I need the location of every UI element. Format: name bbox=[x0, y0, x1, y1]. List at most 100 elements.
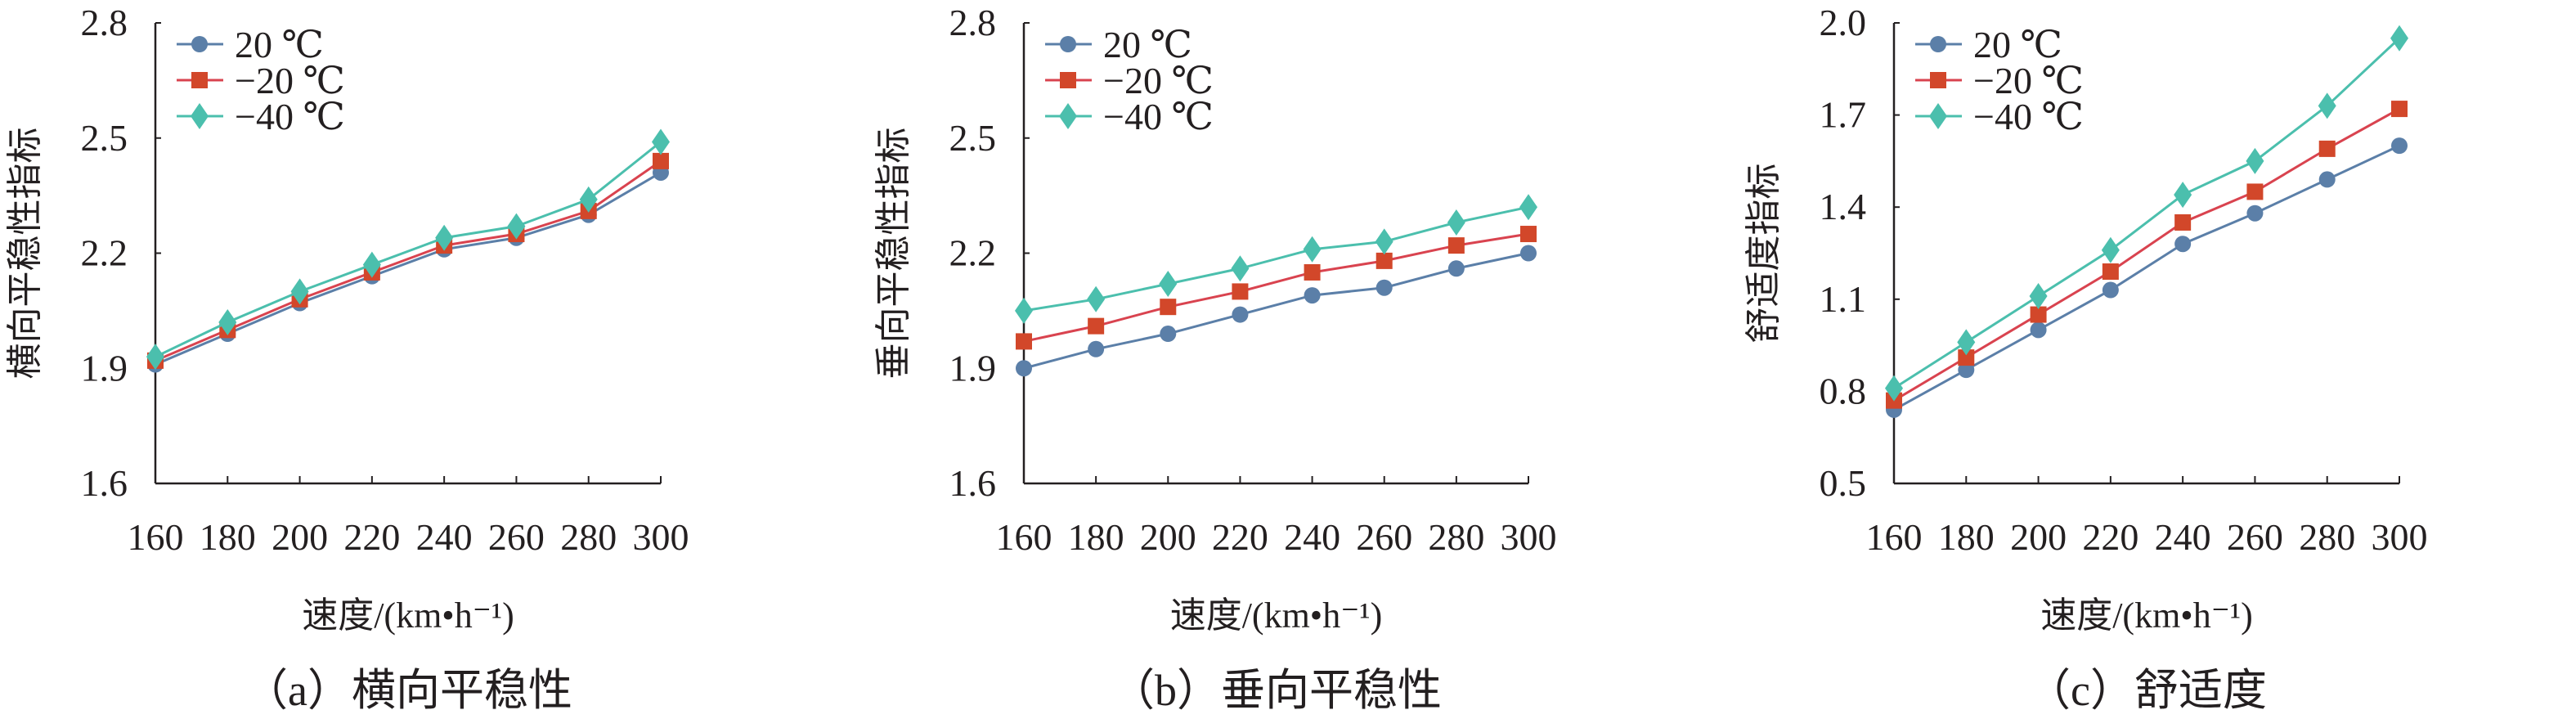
data-point bbox=[1160, 326, 1177, 343]
legend-label: −20 ℃ bbox=[1103, 60, 1214, 101]
x-tick-label: 300 bbox=[2372, 516, 2428, 558]
x-tick-label: 280 bbox=[2299, 516, 2355, 558]
y-tick-label: 2.8 bbox=[81, 2, 128, 43]
chart-b: 1.6 1.9 2.2 2.5 2.8 160 180 200 220 240 260 280 300 速… bbox=[873, 2, 1557, 715]
data-point bbox=[652, 128, 670, 155]
data-point bbox=[2246, 204, 2264, 222]
x-axis-label: 速度/(km•h⁻¹) bbox=[302, 595, 514, 636]
data-point bbox=[1520, 245, 1537, 262]
series-2: −40 ℃ bbox=[1015, 96, 1537, 324]
x-tick-label: 200 bbox=[2010, 516, 2067, 558]
y-tick-label: 2.2 bbox=[81, 232, 128, 274]
x-tick-label: 160 bbox=[996, 516, 1052, 558]
data-point bbox=[2030, 306, 2047, 323]
x-tick-label: 280 bbox=[1428, 516, 1484, 558]
y-tick-label: 2.2 bbox=[949, 232, 997, 274]
x-axis-label: 速度/(km•h⁻¹) bbox=[1170, 595, 1383, 636]
series-0: 20 ℃ bbox=[1886, 24, 2408, 418]
series-1: −20 ℃ bbox=[1886, 60, 2408, 409]
legend-marker bbox=[191, 103, 209, 129]
data-point bbox=[579, 186, 598, 213]
data-point bbox=[2318, 140, 2336, 157]
legend-label: −20 ℃ bbox=[1973, 60, 2084, 101]
data-point bbox=[2318, 171, 2336, 188]
data-point bbox=[218, 308, 237, 335]
y-tick-label: 2.5 bbox=[81, 117, 128, 159]
series-line bbox=[1893, 144, 2400, 411]
series-line bbox=[155, 160, 662, 362]
y-tick-label: 1.9 bbox=[81, 347, 128, 389]
x-tick-label: 260 bbox=[2227, 516, 2283, 558]
data-point bbox=[146, 344, 164, 371]
legend-marker bbox=[1930, 36, 1946, 52]
series-line bbox=[155, 141, 662, 358]
series-2: −40 ℃ bbox=[146, 96, 670, 371]
data-point bbox=[2101, 236, 2120, 263]
x-tick-label: 180 bbox=[1938, 516, 1995, 558]
legend-label: −40 ℃ bbox=[235, 96, 345, 137]
data-point bbox=[1519, 194, 1537, 221]
series-line bbox=[1893, 107, 2400, 402]
series-line bbox=[1023, 232, 1529, 343]
x-tick-label: 160 bbox=[128, 516, 184, 558]
data-point bbox=[1160, 299, 1177, 316]
series-line bbox=[1893, 37, 2401, 389]
x-tick-label: 220 bbox=[343, 516, 400, 558]
data-point bbox=[2246, 183, 2264, 200]
data-point bbox=[1303, 236, 1322, 263]
x-tick-label: 240 bbox=[1284, 516, 1340, 558]
legend-marker bbox=[1930, 72, 1946, 88]
chart-caption: （a）横向平稳性 bbox=[244, 666, 572, 715]
data-point bbox=[1088, 317, 1105, 335]
data-point bbox=[1304, 263, 1321, 281]
data-point bbox=[1958, 349, 1975, 366]
data-point bbox=[1232, 306, 1249, 323]
data-point bbox=[435, 224, 454, 251]
legend-marker bbox=[191, 72, 208, 88]
data-point bbox=[2174, 213, 2192, 231]
data-point bbox=[1376, 252, 1393, 269]
y-tick-label: 1.9 bbox=[949, 347, 997, 389]
series-line bbox=[1023, 252, 1529, 370]
data-point bbox=[2030, 321, 2047, 339]
legend-marker bbox=[191, 36, 208, 52]
x-tick-label: 220 bbox=[2082, 516, 2138, 558]
legend-label: −20 ℃ bbox=[235, 60, 345, 101]
data-point bbox=[2391, 101, 2408, 118]
legend-label: 20 ℃ bbox=[235, 24, 324, 65]
data-point bbox=[1447, 260, 1465, 277]
x-tick-label: 200 bbox=[1140, 516, 1196, 558]
y-axis-label: 垂向平稳性指标 bbox=[873, 128, 913, 380]
x-tick-label: 260 bbox=[1356, 516, 1412, 558]
legend-marker bbox=[1060, 72, 1076, 88]
data-point bbox=[1016, 333, 1032, 350]
legend-label: 20 ℃ bbox=[1103, 24, 1192, 65]
data-point bbox=[1159, 271, 1178, 298]
x-tick-label: 180 bbox=[200, 516, 256, 558]
data-point bbox=[1016, 360, 1032, 377]
data-point bbox=[507, 213, 526, 240]
y-tick-label: 2.0 bbox=[1820, 2, 1867, 43]
x-tick-label: 200 bbox=[272, 516, 328, 558]
data-point bbox=[1087, 285, 1106, 312]
y-tick-label: 0.8 bbox=[1820, 370, 1867, 411]
data-point bbox=[1088, 340, 1105, 357]
x-tick-label: 180 bbox=[1068, 516, 1124, 558]
data-point bbox=[1232, 283, 1249, 300]
y-axis-label: 舒适度指标 bbox=[1744, 164, 1784, 344]
legend-marker bbox=[1929, 103, 1947, 129]
legend-marker bbox=[1059, 103, 1077, 129]
x-tick-label: 280 bbox=[560, 516, 617, 558]
legend-marker bbox=[1060, 36, 1076, 52]
data-point bbox=[2102, 263, 2119, 281]
y-tick-label: 1.6 bbox=[81, 462, 128, 504]
data-point bbox=[2174, 236, 2192, 253]
data-point bbox=[2318, 92, 2336, 119]
series-line bbox=[155, 171, 662, 366]
data-point bbox=[1015, 297, 1033, 324]
legend-label: −40 ℃ bbox=[1103, 96, 1214, 137]
data-point bbox=[2029, 283, 2048, 310]
data-point bbox=[1958, 362, 1975, 379]
y-tick-label: 1.4 bbox=[1820, 186, 1867, 227]
